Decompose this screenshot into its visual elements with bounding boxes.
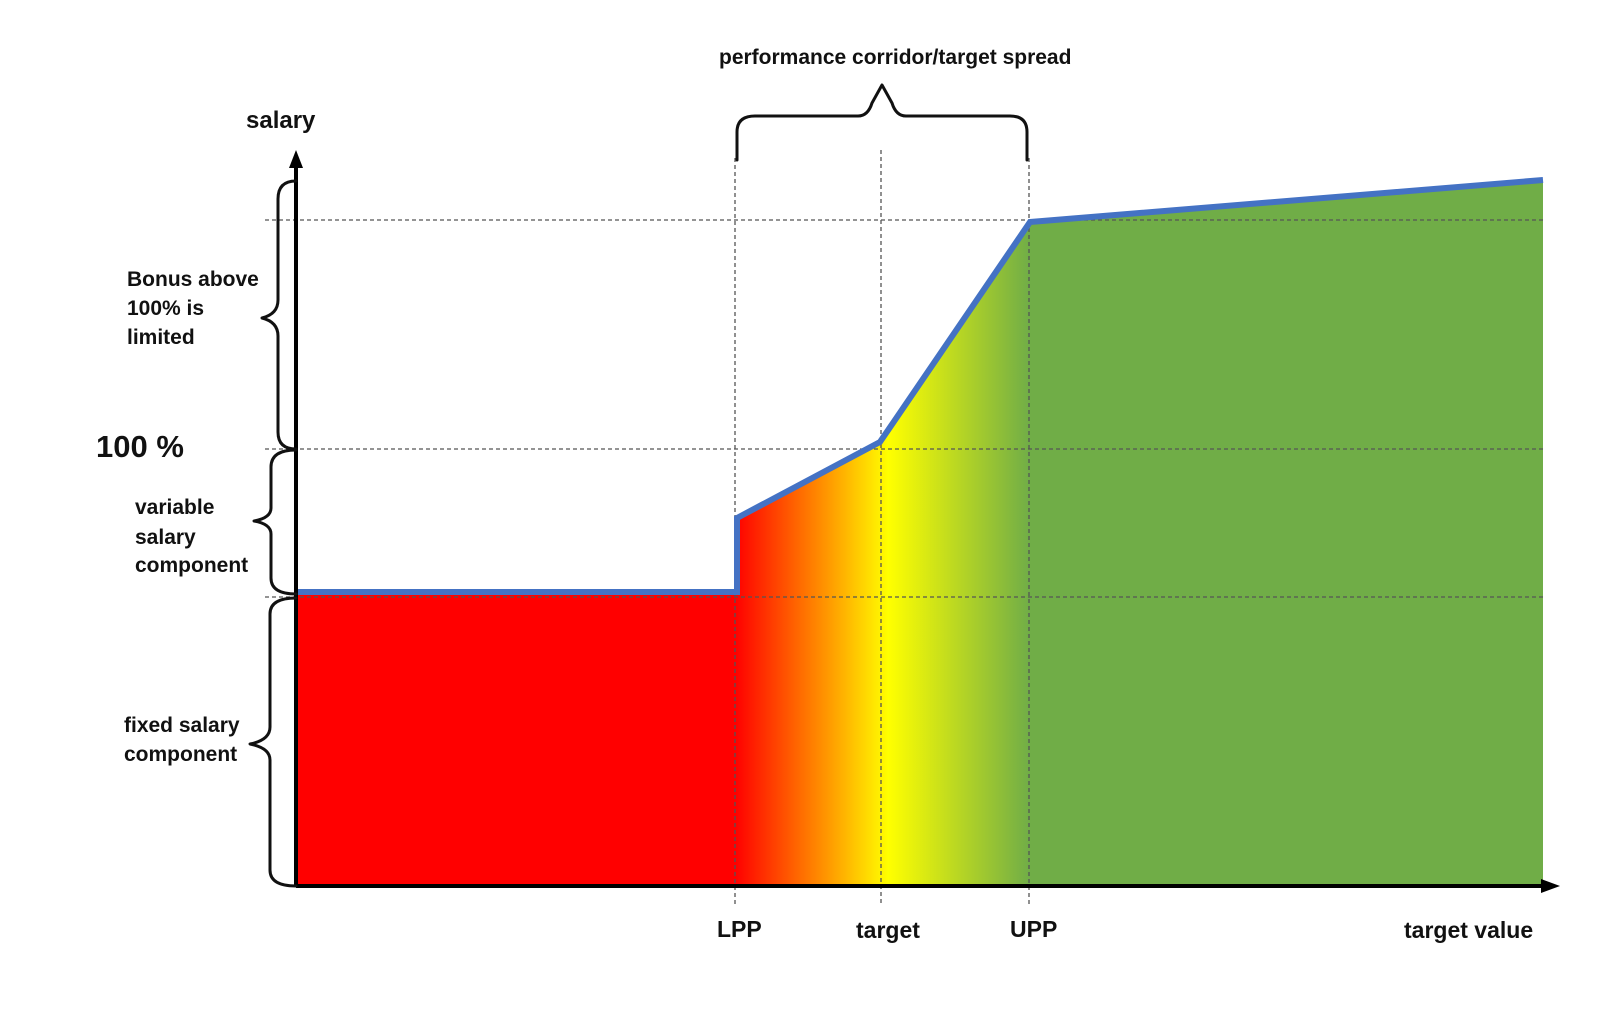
fixed-label-line-1: fixed salary bbox=[124, 714, 240, 737]
x-tick-lpp: LPP bbox=[717, 916, 762, 942]
x-axis-label: target value bbox=[1404, 917, 1533, 943]
hundred-percent-label: 100 % bbox=[96, 429, 184, 464]
bonus-label-line-3: limited bbox=[127, 326, 195, 349]
bonus-brace bbox=[260, 179, 298, 451]
variable-label-line-2: salary bbox=[135, 526, 196, 549]
corridor-region-fill bbox=[736, 221, 1030, 886]
fixed-label-line-2: component bbox=[124, 743, 237, 766]
x-tick-upp: UPP bbox=[1010, 916, 1057, 942]
bonus-label-line-2: 100% is bbox=[127, 297, 204, 320]
fixed-brace bbox=[248, 596, 298, 888]
fixed-region-fill bbox=[296, 593, 736, 886]
variable-label-line-3: component bbox=[135, 554, 248, 577]
y-axis-arrowhead bbox=[289, 150, 303, 168]
salary-curve bbox=[296, 177, 1544, 595]
variable-brace bbox=[252, 448, 298, 596]
above-upp-region-fill bbox=[1029, 180, 1543, 886]
variable-label-line-1: variable bbox=[135, 496, 214, 519]
x-tick-target: target bbox=[856, 917, 920, 943]
corridor-brace bbox=[735, 83, 1029, 162]
x-axis-arrowhead bbox=[1541, 879, 1560, 893]
corridor-label: performance corridor/target spread bbox=[719, 46, 1071, 69]
bonus-label-line-1: Bonus above bbox=[127, 268, 259, 291]
y-axis-label: salary bbox=[246, 107, 316, 134]
